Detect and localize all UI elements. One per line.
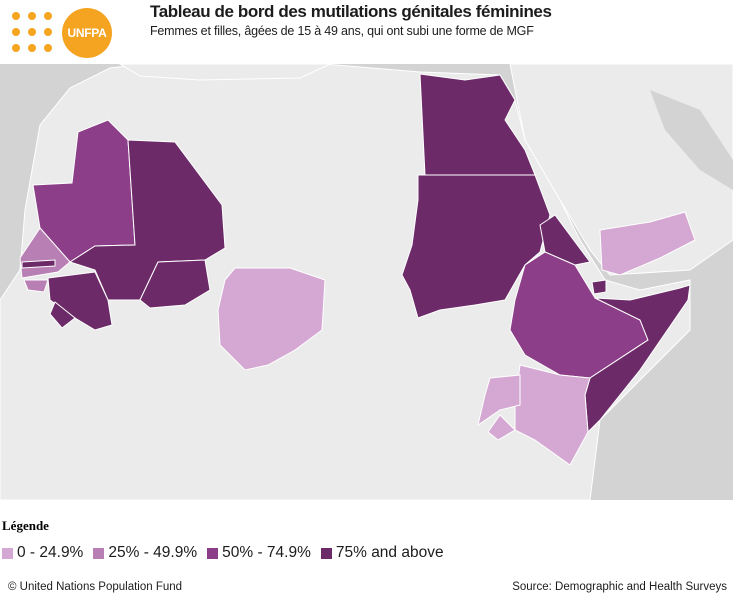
legend-label: 50% - 74.9%	[222, 544, 311, 561]
europe-land	[119, 64, 331, 81]
legend: 0 - 24.9% 25% - 49.9% 50% - 74.9% 75% an…	[2, 544, 454, 562]
footer-source: Source: Demographic and Health Surveys	[512, 581, 727, 593]
logo-dots-icon	[10, 10, 62, 54]
region-yemen	[599, 211, 696, 276]
logo-text: UNFPA	[67, 26, 107, 40]
region-uganda	[477, 374, 521, 427]
region-djibouti	[591, 279, 607, 295]
region-nigeria	[217, 267, 326, 371]
region-tanzania	[487, 414, 516, 441]
legend-swatch	[93, 547, 105, 559]
page-subtitle: Femmes et filles, âgées de 15 à 49 ans, …	[150, 24, 534, 38]
legend-label: 0 - 24.9%	[17, 544, 84, 561]
region-burkina-faso	[139, 259, 211, 309]
map	[0, 64, 733, 500]
unfpa-logo: UNFPA	[62, 8, 112, 58]
legend-swatch	[320, 547, 332, 559]
legend-label: 25% - 49.9%	[108, 544, 198, 561]
gulf-water	[650, 90, 733, 190]
region-sierra-leone	[49, 301, 76, 329]
legend-swatch	[2, 547, 13, 559]
region-gambia	[21, 259, 56, 269]
legend-label: 75% and above	[335, 544, 444, 561]
legend-swatch	[207, 547, 219, 559]
legend-item-75-plus: 75% and above	[320, 544, 444, 562]
legend-item-25-49: 25% - 49.9%	[93, 544, 197, 562]
page-title: Tableau de bord des mutilations génitale…	[150, 2, 552, 21]
region-guinea-bissau	[23, 279, 49, 293]
legend-item-0-24: 0 - 24.9%	[2, 544, 83, 562]
legend-item-50-74: 50% - 74.9%	[207, 544, 311, 562]
region-somalia	[584, 284, 691, 434]
region-kenya	[514, 364, 591, 466]
region-eritrea	[539, 214, 591, 266]
map-svg	[0, 64, 733, 500]
legend-title: Légende	[2, 518, 49, 533]
footer-copyright: © United Nations Population Fund	[8, 581, 183, 593]
header: UNFPA Tableau de bord des mutilations gé…	[0, 0, 733, 64]
